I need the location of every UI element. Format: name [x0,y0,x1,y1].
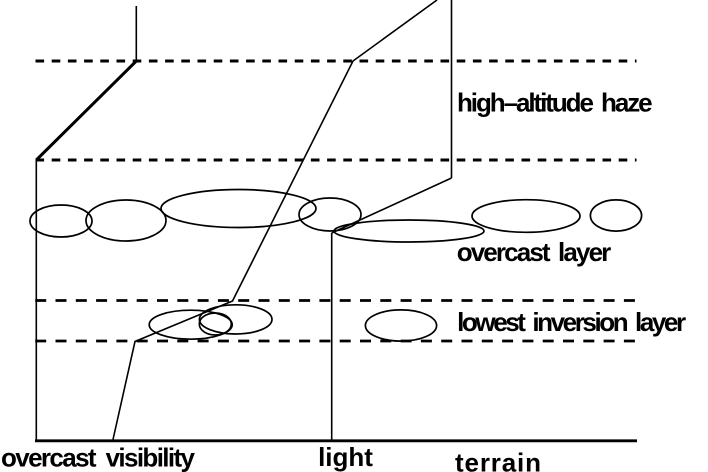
svg-text:lowest inversion layer: lowest inversion layer [457,307,686,337]
svg-text:light: light [318,442,373,472]
svg-text:high–altitude haze: high–altitude haze [457,88,653,118]
svg-text:overcast visibility: overcast visibility [1,443,196,472]
svg-text:overcast layer: overcast layer [457,237,612,267]
svg-text:terrain: terrain [455,448,541,472]
